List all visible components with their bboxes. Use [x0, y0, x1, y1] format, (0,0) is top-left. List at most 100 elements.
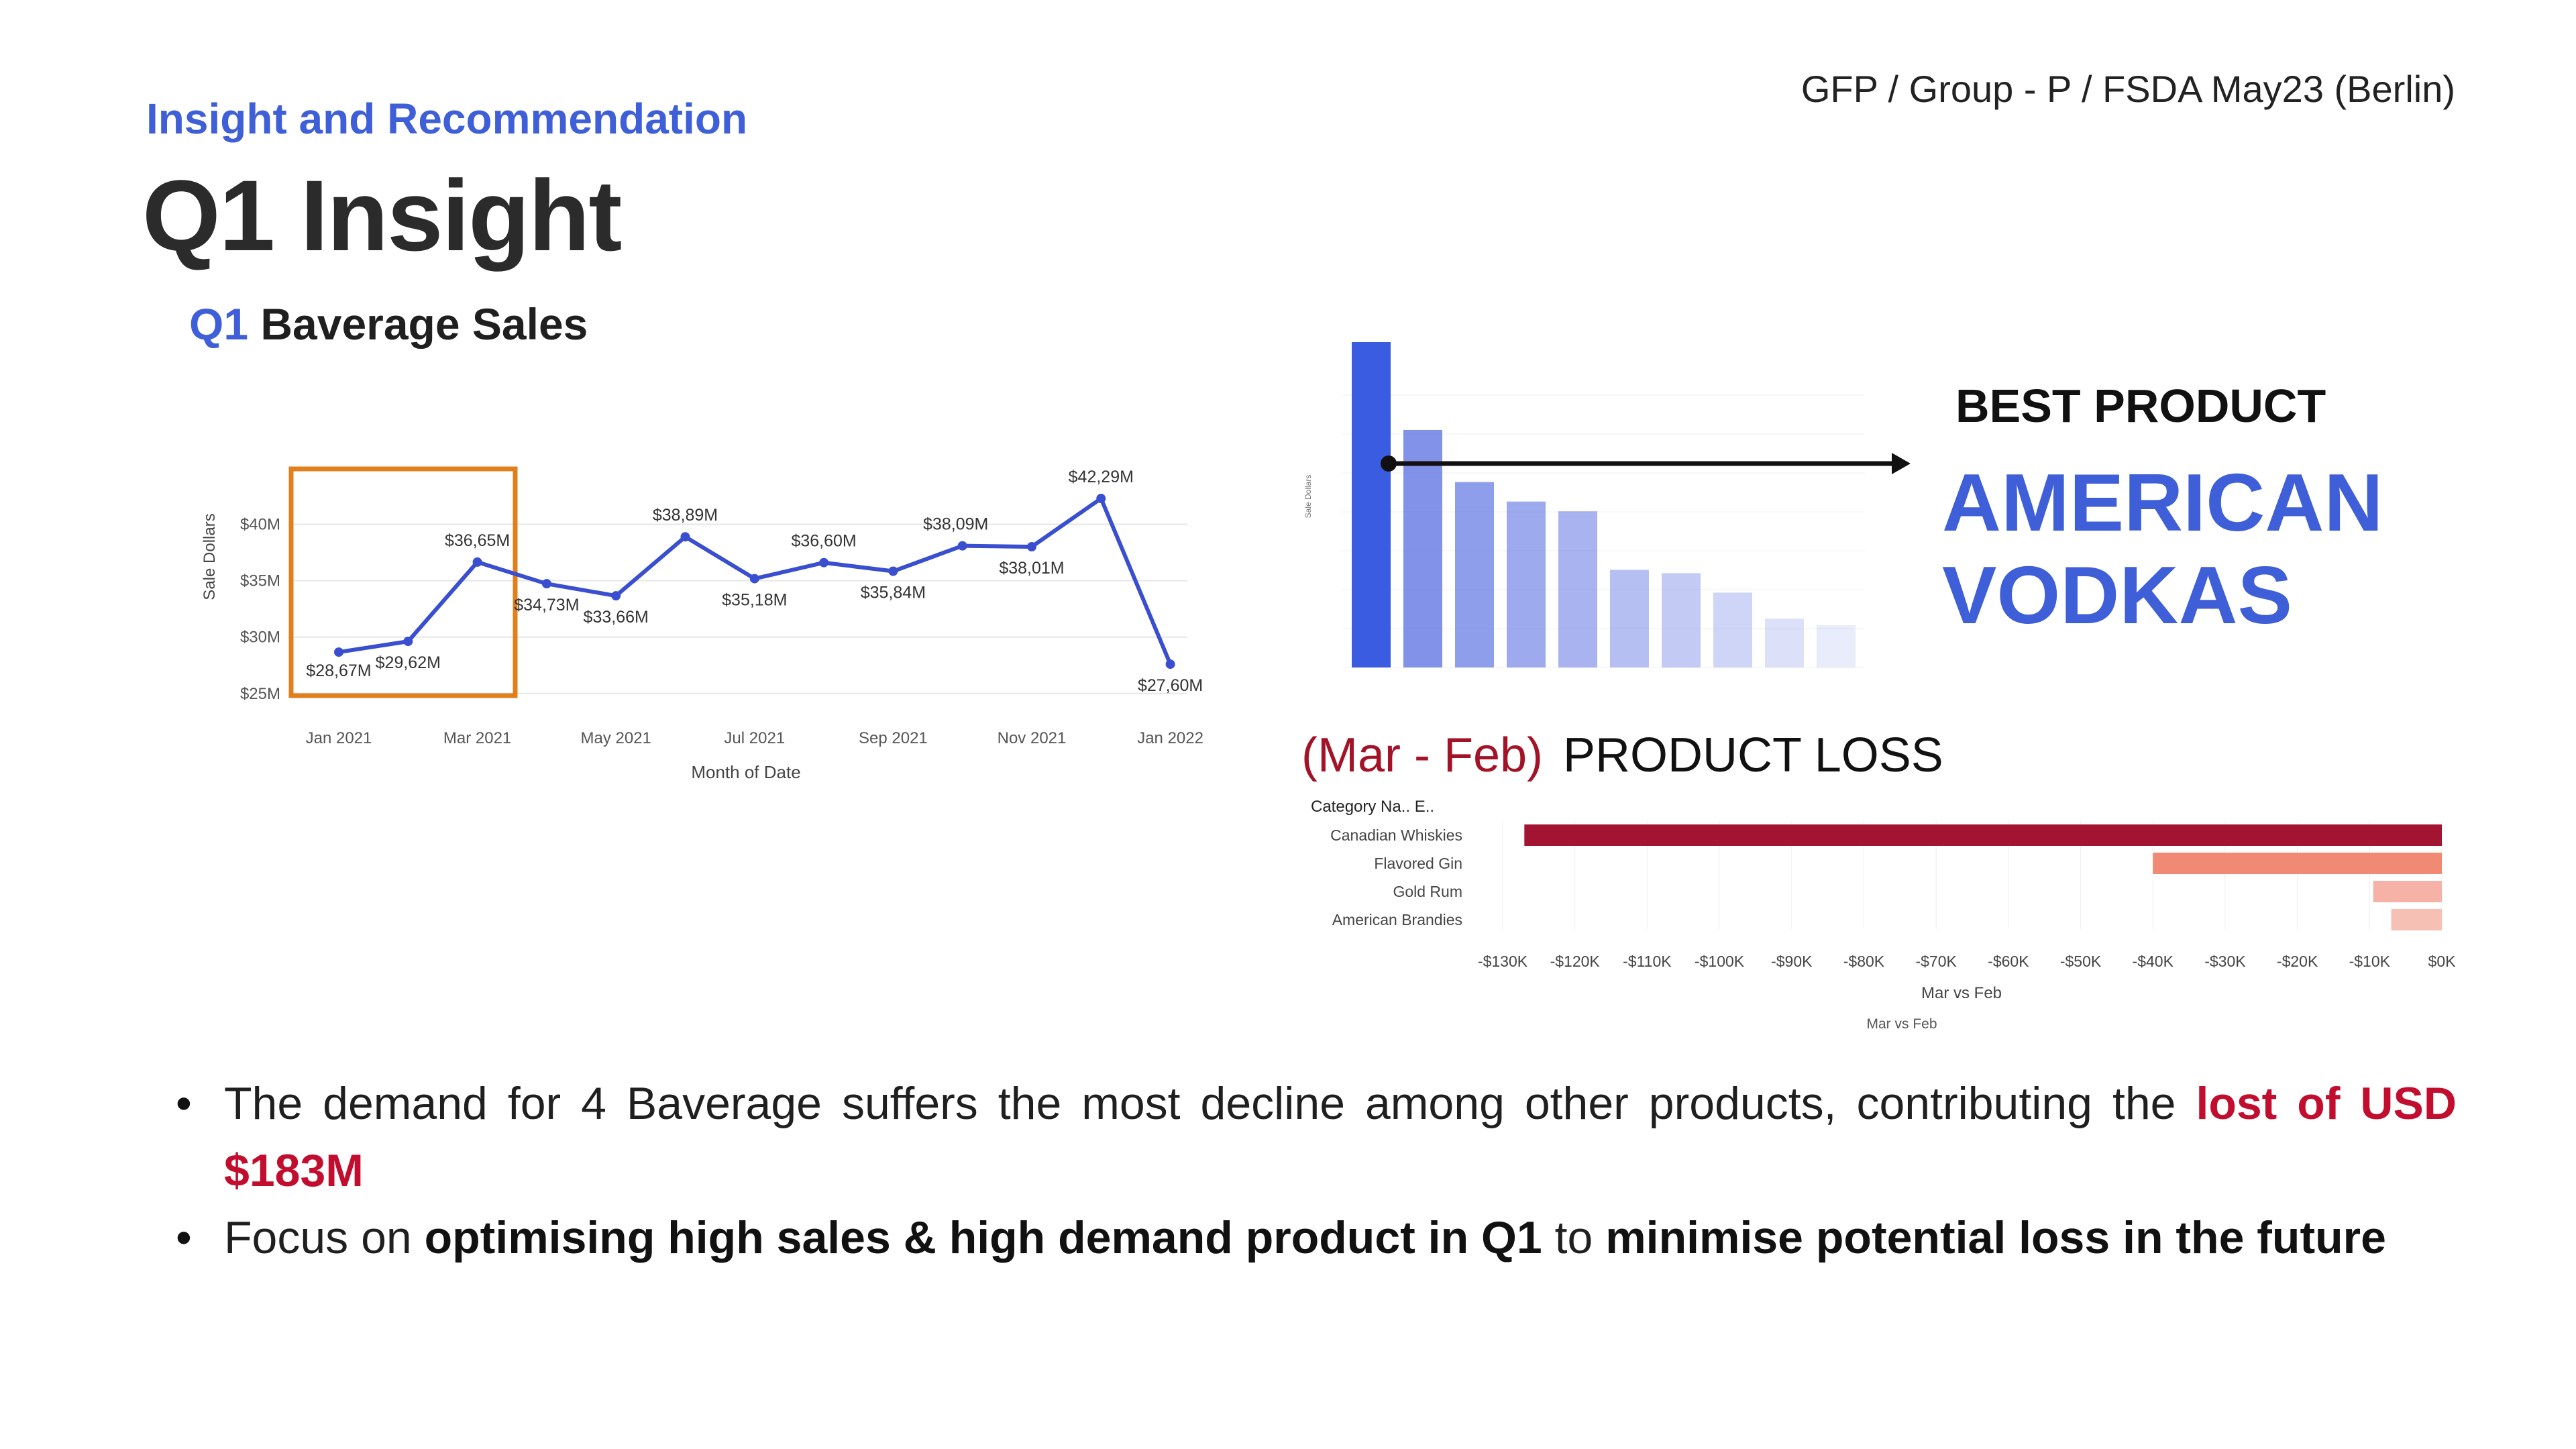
section-kicker: Insight and Recommendation [146, 95, 748, 143]
product-sales-bar-chart: Sale Dollars [1303, 342, 1911, 668]
x-tick-label: Jan 2022 [1137, 729, 1203, 747]
loss-x-tick: -$70K [1915, 953, 1957, 970]
loss-x-tick: -$120K [1550, 953, 1601, 970]
x-tick-label: Sep 2021 [859, 729, 928, 747]
data-point [888, 566, 898, 576]
best-product-name: AMERICAN VODKAS [1942, 456, 2383, 641]
best-product-line-1: AMERICAN [1942, 457, 2383, 548]
loss-x-tick: -$90K [1771, 953, 1813, 970]
loss-x-tick: -$60K [1988, 953, 2029, 970]
y-tick-label: $25M [240, 685, 280, 703]
loss-category-label: Gold Rum [1393, 883, 1462, 900]
bullet-item-1: The demand for 4 Baverage suffers the mo… [176, 1070, 2457, 1204]
data-point [472, 557, 482, 567]
bullet-1-text: The demand for 4 Baverage suffers the mo… [224, 1078, 2196, 1129]
loss-x-tick: -$20K [2277, 953, 2318, 970]
product-bar [1817, 625, 1856, 667]
bullet-2-bold-b: minimise potential loss in the future [1605, 1212, 2386, 1263]
data-label: $29,62M [376, 653, 441, 672]
loss-bar [1524, 824, 2442, 846]
data-point [403, 637, 413, 647]
bar-chart-bars [1352, 342, 1856, 667]
bullet-item-2: Focus on optimising high sales & high de… [176, 1204, 2457, 1271]
q1-highlight-box [288, 466, 518, 698]
sales-line-series [334, 494, 1175, 669]
loss-x-tick: -$80K [1843, 953, 1885, 970]
y-tick-label: $35M [240, 572, 280, 590]
loss-legend-title: Category Na.. E.. [1311, 798, 1434, 816]
data-point [1165, 659, 1175, 669]
bullet-2-text-b: to [1542, 1212, 1606, 1263]
bullet-1-highlight: lost of USD $183M [224, 1078, 2457, 1196]
line-chart-x-ticks: Jan 2021 Mar 2021 May 2021 Jul 2021 Sep 2021… [306, 729, 1203, 747]
product-loss-heading: (Mar - Feb) PRODUCT LOSS [1301, 728, 1943, 783]
data-label: $38,89M [653, 506, 718, 525]
page-title: Q1 Insight [142, 159, 622, 272]
bullet-2-bold-a: optimising high sales & high demand prod… [424, 1212, 1542, 1263]
data-label: $38,09M [923, 515, 988, 534]
data-label: $28,67M [306, 661, 371, 680]
data-label: $36,60M [791, 532, 856, 551]
loss-x-axis-label: Mar vs Feb [1921, 984, 2002, 1002]
loss-bar [2373, 881, 2442, 902]
data-point [1027, 542, 1036, 552]
data-label: $35,84M [861, 584, 926, 602]
x-tick-label: May 2021 [580, 729, 651, 747]
data-point [611, 591, 621, 601]
monthly-sales-line-chart: $25M $30M $35M $40M Jan 2021 Mar 2021 May 202… [201, 466, 1203, 782]
line-chart-point-labels: $28,67M $29,62M $36,65M $34,73M $33,66M $38,8… [306, 468, 1203, 695]
loss-chart-caption: Mar vs Feb [1866, 1016, 1937, 1032]
x-tick-label: Jan 2021 [306, 729, 372, 747]
loss-chart-category-labels: Canadian Whiskies Flavored Gin Gold Rum Ame… [1330, 826, 1462, 928]
loss-x-tick: -$30K [2204, 953, 2246, 970]
loss-bar [2153, 853, 2442, 874]
best-product-line-2: VODKAS [1942, 549, 2292, 641]
product-loss-bar-chart: Category Na.. E.. Canadian Whiskies Flavo… [1311, 798, 2456, 1032]
data-point [1096, 494, 1106, 504]
arrow-head [1892, 453, 1911, 474]
product-bar [1455, 482, 1494, 667]
loss-period: (Mar - Feb) [1301, 729, 1543, 782]
data-label: $38,01M [999, 559, 1064, 578]
product-bar [1403, 429, 1442, 667]
product-bar [1352, 342, 1391, 667]
loss-chart-bars [1524, 824, 2442, 930]
loss-x-tick: -$110K [1623, 953, 1672, 970]
insight-bullets: The demand for 4 Baverage suffers the mo… [176, 1070, 2457, 1271]
x-tick-label: Mar 2021 [443, 729, 511, 747]
line-chart-y-ticks: $25M $30M $35M $40M [240, 516, 280, 703]
quarter-label: Q1 [189, 299, 249, 349]
x-tick-label: Jul 2021 [724, 729, 785, 747]
loss-x-tick: -$130K [1478, 953, 1528, 970]
data-label: $27,60M [1138, 676, 1203, 695]
y-axis-label: Sale Dollars [201, 513, 219, 600]
y-tick-label: $40M [240, 516, 280, 534]
loss-x-tick: $0K [2428, 953, 2457, 970]
product-bar [1765, 619, 1804, 667]
data-label: $35,18M [722, 591, 787, 610]
loss-x-tick: -$10K [2349, 953, 2391, 970]
product-bar [1662, 573, 1701, 667]
data-point [749, 574, 759, 584]
loss-x-tick: -$50K [2060, 953, 2102, 970]
best-product-label: BEST PRODUCT [1955, 380, 2326, 432]
loss-x-tick: -$100K [1695, 953, 1745, 970]
loss-label: PRODUCT LOSS [1563, 729, 1943, 782]
loss-category-label: Canadian Whiskies [1330, 826, 1462, 844]
product-bar [1558, 511, 1597, 667]
loss-chart-x-ticks: -$130K -$120K -$110K -$100K -$90K -$80K -$70K -… [1478, 953, 2456, 970]
bullet-2-text-a: Focus on [224, 1212, 425, 1263]
data-point [541, 579, 551, 589]
data-point [334, 647, 343, 657]
bar-y-axis-label: Sale Dollars [1303, 475, 1313, 519]
y-tick-label: $30M [240, 629, 280, 647]
product-bar [1507, 501, 1546, 667]
x-axis-label: Month of Date [691, 762, 800, 782]
loss-category-label: Flavored Gin [1374, 855, 1462, 872]
loss-bar [2391, 909, 2442, 930]
data-label: $33,66M [584, 608, 649, 627]
line-chart-heading: Q1 Baverage Sales [189, 299, 588, 350]
line-chart-gridlines [288, 523, 1187, 694]
data-label: $42,29M [1069, 468, 1134, 486]
data-label: $36,65M [445, 531, 510, 550]
